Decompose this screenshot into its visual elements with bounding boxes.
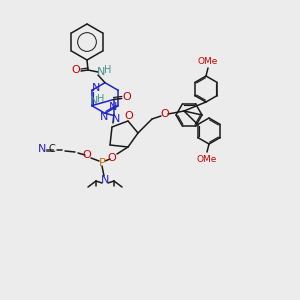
Text: N: N bbox=[90, 96, 98, 106]
Text: N: N bbox=[97, 67, 105, 77]
Text: N: N bbox=[38, 144, 46, 154]
Text: O: O bbox=[160, 109, 169, 119]
Text: N: N bbox=[109, 102, 117, 112]
Text: N: N bbox=[112, 115, 120, 124]
Text: N: N bbox=[101, 175, 109, 185]
Text: OMe: OMe bbox=[198, 56, 218, 65]
Text: OMe: OMe bbox=[197, 154, 217, 164]
Text: H: H bbox=[97, 94, 104, 104]
Text: O: O bbox=[108, 153, 116, 163]
Text: O: O bbox=[82, 150, 91, 160]
Text: C: C bbox=[49, 144, 56, 154]
Text: O: O bbox=[72, 65, 80, 75]
Text: P: P bbox=[99, 158, 105, 168]
Text: O: O bbox=[122, 92, 131, 103]
Text: H: H bbox=[104, 65, 112, 75]
Text: N: N bbox=[100, 112, 108, 122]
Text: N: N bbox=[92, 83, 100, 93]
Text: O: O bbox=[124, 111, 134, 121]
